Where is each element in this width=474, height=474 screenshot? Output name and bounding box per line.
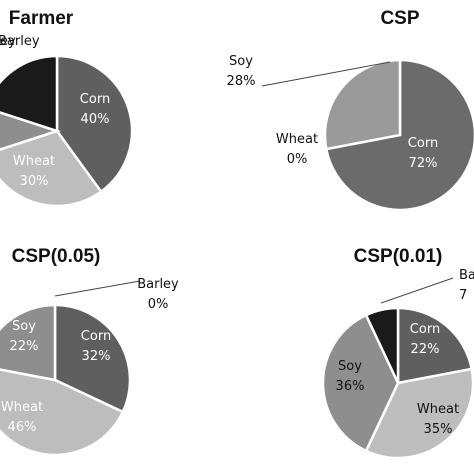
slice-value-3-wheat: 46% [8,420,37,435]
slice-value-4-wheat: 35% [424,422,453,437]
slice-label-3-barley: Barley [137,277,179,292]
slice-label-2-corn: Corn [408,136,438,151]
pie-slice-4-wheat [364,367,474,460]
slice-label-1-barley: Barley [0,34,40,49]
slice-label-1-corn: Corn [80,92,110,107]
pie-slice-4-corn [396,306,474,385]
slice-label-3-soy: Soy [12,319,36,334]
slice-label-4-corn: Corn [410,322,440,337]
slice-value-3-soy: 22% [10,339,39,354]
slice-value-1-corn: 40% [81,112,110,127]
slice-label-2-soy: Soy [229,54,253,69]
pie-slice-3-wheat [0,368,125,457]
slice-value-1-wheat: 30% [20,174,49,189]
pie-slice-1-wheat [0,129,103,208]
pie-slice-4-ba [364,306,400,384]
slice-value-2-wheat: 0% [287,152,308,167]
slice-label-3-corn: Corn [81,329,111,344]
slice-label-4-ba: Ba [459,268,474,283]
pie-slice-1-barley [0,54,59,133]
pie-slice-4-soy [321,313,400,453]
slice-value-2-corn: 72% [409,156,438,171]
pie-slice-3-corn [53,303,132,414]
slice-value-3-barley: 0% [148,297,169,312]
leader-line-2-soy [261,61,391,87]
slice-label-3-wheat: Wheat [1,400,43,415]
pie-slice-2-soy [323,58,402,151]
slice-label-4-soy: Soy [338,359,362,374]
chart-title-2: CSP [380,8,419,29]
chart-title-4: CSP(0.01) [354,246,443,267]
slice-label-1-clipped: ey [0,34,16,49]
slice-label-2-wheat: Wheat [276,132,318,147]
pie-slice-3-soy [0,303,57,382]
chart-title-1: Farmer [9,8,74,29]
leader-line-3-barley [54,280,141,297]
slice-value-2-soy: 28% [227,74,256,89]
slice-label-4-wheat: Wheat [417,402,459,417]
chart-title-3: CSP(0.05) [12,246,101,267]
slice-value-4-ba: 7 [459,288,467,303]
slice-label-1-wheat: Wheat [13,154,55,169]
pie-slice-1-corn [55,54,134,194]
leader-line-4-ba [380,277,454,304]
slice-value-4-corn: 22% [411,342,440,357]
slice-value-4-soy: 36% [336,379,365,394]
pie-slice-1-soy [0,111,62,151]
slice-value-3-corn: 32% [82,349,111,364]
